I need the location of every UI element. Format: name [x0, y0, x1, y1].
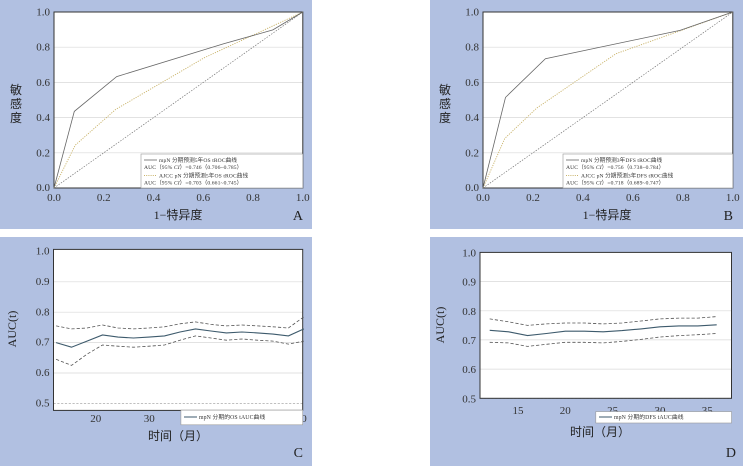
- svg-text:0.2: 0.2: [526, 192, 540, 204]
- svg-text:30: 30: [144, 413, 156, 425]
- svg-text:D: D: [726, 446, 736, 461]
- svg-text:AUC（95% CI）=0.756（0.738~0.784）: AUC（95% CI）=0.756（0.738~0.784）: [566, 164, 664, 171]
- svg-text:1.0: 1.0: [296, 192, 310, 204]
- svg-text:0.6: 0.6: [462, 364, 476, 376]
- svg-text:0.4: 0.4: [36, 112, 50, 124]
- svg-text:度: 度: [10, 110, 22, 125]
- svg-text:1.0: 1.0: [36, 246, 50, 258]
- svg-text:1.0: 1.0: [462, 248, 476, 260]
- svg-text:A: A: [293, 209, 304, 224]
- svg-text:C: C: [294, 446, 303, 461]
- svg-text:1−特异度: 1−特异度: [154, 207, 203, 222]
- svg-text:感: 感: [439, 96, 451, 111]
- svg-text:mpN 分期预测5年OS tROC曲线: mpN 分期预测5年OS tROC曲线: [159, 156, 237, 164]
- svg-text:0.8: 0.8: [676, 192, 690, 204]
- svg-text:1.0: 1.0: [465, 7, 479, 19]
- svg-text:0.6: 0.6: [36, 367, 50, 379]
- svg-text:20: 20: [90, 413, 102, 425]
- svg-text:AUC(t): AUC(t): [433, 307, 447, 344]
- svg-text:感: 感: [10, 96, 22, 111]
- svg-text:0.2: 0.2: [465, 147, 479, 159]
- svg-text:0.5: 0.5: [36, 398, 50, 410]
- svg-text:mpN 分期的DFS tAUC曲线: mpN 分期的DFS tAUC曲线: [614, 413, 684, 421]
- svg-text:AUC(t): AUC(t): [5, 311, 19, 348]
- svg-text:0.8: 0.8: [246, 192, 260, 204]
- svg-text:0.4: 0.4: [576, 192, 590, 204]
- svg-text:1.0: 1.0: [726, 192, 740, 204]
- svg-text:0.6: 0.6: [465, 77, 479, 89]
- svg-text:AUC（95% CI）=0.718（0.689~0.747）: AUC（95% CI）=0.718（0.689~0.747）: [566, 180, 664, 187]
- svg-text:0.4: 0.4: [147, 192, 161, 204]
- svg-text:0.6: 0.6: [196, 192, 210, 204]
- svg-text:0.8: 0.8: [36, 306, 50, 318]
- svg-text:20: 20: [560, 405, 572, 417]
- svg-text:敏: 敏: [10, 82, 22, 97]
- svg-text:B: B: [724, 209, 733, 224]
- svg-text:时间（月）: 时间（月）: [148, 429, 208, 443]
- svg-text:0.5: 0.5: [462, 393, 476, 405]
- svg-text:0.6: 0.6: [36, 77, 50, 89]
- svg-text:0.8: 0.8: [465, 42, 479, 54]
- svg-text:0.0: 0.0: [47, 192, 61, 204]
- svg-text:时间（月）: 时间（月）: [570, 425, 630, 439]
- svg-text:0.8: 0.8: [36, 42, 50, 54]
- svg-text:0.0: 0.0: [476, 192, 490, 204]
- svg-text:0.4: 0.4: [465, 112, 479, 124]
- svg-text:1−特异度: 1−特异度: [583, 207, 632, 222]
- svg-text:mpN 分期的OS tAUC曲线: mpN 分期的OS tAUC曲线: [199, 413, 265, 421]
- svg-text:15: 15: [513, 405, 525, 417]
- svg-text:度: 度: [439, 110, 451, 125]
- svg-text:0.2: 0.2: [97, 192, 111, 204]
- svg-text:0.6: 0.6: [626, 192, 640, 204]
- svg-text:敏: 敏: [439, 82, 451, 97]
- svg-text:0.7: 0.7: [36, 337, 50, 349]
- svg-text:AUC（95% CI）=0.703（0.661~0.745）: AUC（95% CI）=0.703（0.661~0.745）: [144, 180, 242, 187]
- svg-text:0.9: 0.9: [462, 277, 476, 289]
- svg-text:AJCC pN 分期预测3年DFS tROC曲线: AJCC pN 分期预测3年DFS tROC曲线: [581, 172, 674, 180]
- svg-text:0.9: 0.9: [36, 276, 50, 288]
- svg-text:0.2: 0.2: [36, 147, 50, 159]
- svg-text:0.8: 0.8: [462, 306, 476, 318]
- svg-text:mpN 分期预测3年DFS tROC曲线: mpN 分期预测3年DFS tROC曲线: [581, 156, 663, 164]
- svg-text:AUC（95% CI）=0.746（0.706~0.785）: AUC（95% CI）=0.746（0.706~0.785）: [144, 164, 242, 171]
- svg-text:0.7: 0.7: [462, 335, 476, 347]
- svg-text:AJCC pN 分期预测5年OS tROC曲线: AJCC pN 分期预测5年OS tROC曲线: [159, 172, 248, 180]
- svg-text:1.0: 1.0: [36, 7, 50, 19]
